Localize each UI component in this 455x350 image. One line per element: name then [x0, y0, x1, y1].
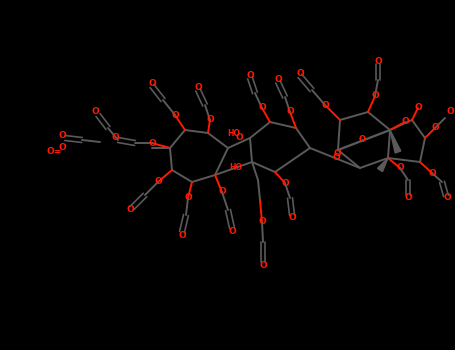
Text: O: O	[58, 144, 66, 153]
Text: O: O	[258, 217, 266, 226]
Text: O: O	[401, 118, 409, 126]
Text: O: O	[206, 116, 214, 125]
Text: O: O	[91, 107, 99, 117]
Text: O: O	[443, 194, 451, 203]
Text: O: O	[333, 149, 341, 159]
Text: O=: O=	[46, 147, 62, 156]
Text: O: O	[235, 133, 243, 142]
Text: O: O	[296, 69, 304, 77]
Text: O: O	[274, 75, 282, 84]
Text: O: O	[184, 194, 192, 203]
Text: O: O	[428, 168, 436, 177]
Text: O: O	[396, 163, 404, 173]
Text: O: O	[58, 132, 66, 140]
Text: O: O	[178, 231, 186, 239]
Text: O: O	[431, 124, 439, 133]
Text: O: O	[148, 139, 156, 147]
Text: O: O	[414, 104, 422, 112]
Text: O: O	[148, 78, 156, 88]
Text: O: O	[404, 193, 412, 202]
Text: O: O	[126, 205, 134, 215]
Text: O: O	[374, 56, 382, 65]
Text: O: O	[259, 260, 267, 270]
Text: O: O	[258, 104, 266, 112]
Text: O: O	[321, 100, 329, 110]
Text: O: O	[228, 228, 236, 237]
Text: O: O	[281, 178, 289, 188]
Text: O: O	[111, 133, 119, 142]
Text: HO: HO	[229, 162, 242, 172]
Text: HO: HO	[227, 128, 240, 138]
Text: O: O	[359, 135, 365, 145]
Text: O: O	[194, 83, 202, 91]
Polygon shape	[390, 130, 401, 153]
Text: O: O	[286, 107, 294, 117]
Text: O: O	[246, 70, 254, 79]
Text: O: O	[332, 154, 340, 162]
Text: O: O	[288, 212, 296, 222]
Text: O: O	[371, 91, 379, 100]
Text: O: O	[218, 188, 226, 196]
Text: O: O	[446, 107, 454, 117]
Text: O: O	[171, 111, 179, 119]
Text: O: O	[154, 177, 162, 187]
Polygon shape	[378, 158, 388, 172]
